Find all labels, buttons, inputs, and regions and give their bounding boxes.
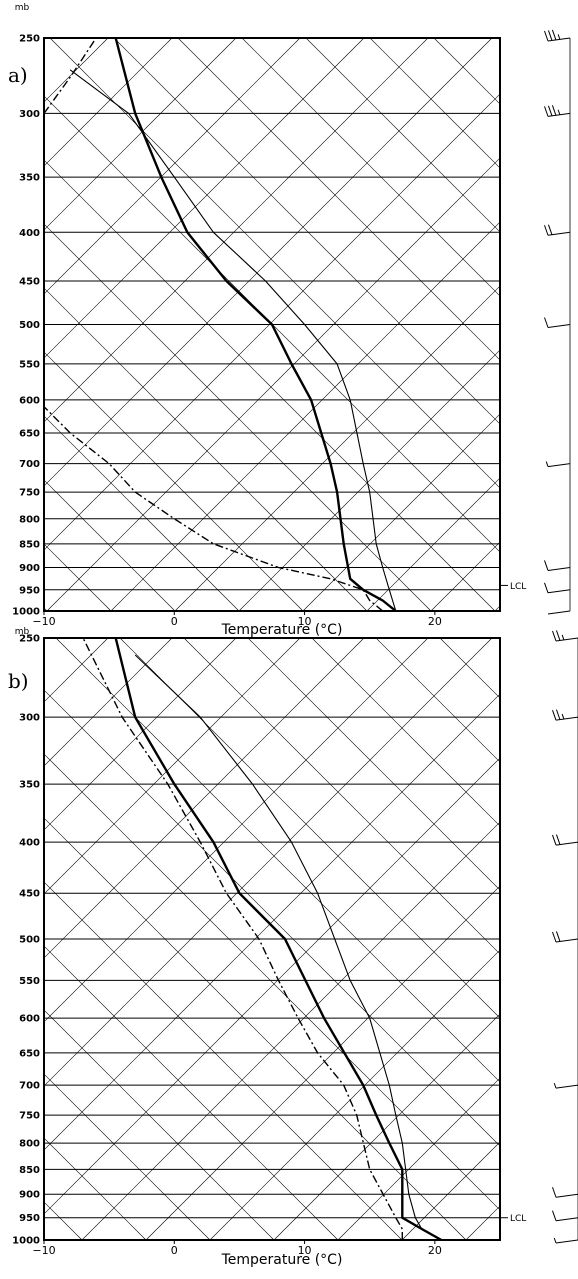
wind-barb-flag [555,931,561,942]
wind-barb-flag [552,1187,557,1198]
wind-barb-flag [547,224,553,235]
parcel-profile-line [69,69,397,611]
pressure-tick-label: 300 [19,713,40,724]
pressure-tick-label: 350 [19,780,40,791]
wind-barb-flag [544,317,549,328]
wind-barb [547,566,571,571]
pressure-tick-label: 650 [19,428,40,439]
pressure-tick-label: 450 [19,889,40,900]
pressure-unit-label: mb [15,627,30,637]
temperature-profile-line [114,38,397,611]
pressure-tick-label: 450 [19,276,40,287]
skewt-panel-a: 250 300 350 400 450 500 550 600 650 700 750 800 850 9… [8,3,571,638]
wind-barb [547,324,571,328]
wind-barb-flag [544,582,549,593]
wind-barb [547,610,571,615]
pressure-tick-label: 250 [19,634,40,645]
wind-barb-flag [544,560,549,571]
pressure-tick-label: 400 [19,838,40,849]
x-axis-label: Temperature (°C) [221,622,343,638]
wind-barb-flag [555,709,561,720]
temperature-tick-label: 10 [298,1244,312,1257]
pressure-tick-label: 700 [19,1081,40,1092]
pressure-tick-label: 600 [19,395,40,406]
wind-barb-flag [552,710,557,721]
wind-barb-column [552,630,578,1244]
pressure-tick-label: 500 [19,935,40,946]
pressure-tick-label: 550 [19,976,40,987]
wind-barb-flag [551,105,557,116]
temperature-tick-label: 0 [171,1244,178,1257]
wind-barb [555,1084,578,1089]
lcl-label: LCL [510,1214,526,1224]
wind-barb [547,589,571,594]
temperature-tick-label: 20 [428,615,442,628]
pressure-tick-label: 300 [19,109,40,120]
wind-barb-flag [544,225,549,236]
pressure-tick-label: 800 [19,1139,40,1150]
wind-barb-flag [544,106,549,117]
pressure-tick-label: 650 [19,1048,40,1059]
lcl-label: LCL [510,582,526,592]
dewpoint-profile-line [44,38,97,114]
wind-barb [555,1217,578,1222]
pressure-tick-label: 850 [19,539,40,550]
pressure-unit-label: mb [15,3,30,13]
wind-barb [547,463,571,468]
pressure-tick-label: 850 [19,1165,40,1176]
wind-barb-flag [561,634,565,641]
temperature-tick-label: −10 [32,1244,55,1257]
wind-barb-column [544,29,571,615]
x-axis-label: Temperature (°C) [221,1252,343,1268]
panel-label: a) [8,63,28,87]
pressure-tick-label: 950 [19,585,40,596]
temperature-tick-label: 20 [428,1244,442,1257]
wind-barb-flag [547,105,553,116]
pressure-tick-label: 250 [19,34,40,45]
pressure-tick-label: 400 [19,228,40,239]
wind-barb-flag [544,30,549,42]
pressure-tick-label: 750 [19,1111,40,1122]
wind-barb-flag [552,630,557,642]
wind-barb-flag [561,713,565,720]
pressure-tick-label: 900 [19,563,40,574]
pressure-tick-label: 1000 [12,607,40,618]
wind-barb-flag [552,1210,557,1221]
wind-barb-flag [553,1082,557,1089]
temperature-tick-label: 0 [171,615,178,628]
pressure-tick-label: 600 [19,1014,40,1025]
parcel-profile-line [134,654,442,1240]
wind-barb-flag [555,834,561,845]
wind-barb-flag [551,29,557,41]
temperature-profile-line [114,638,442,1240]
pressure-tick-label: 700 [19,459,40,470]
pressure-tick-label: 500 [19,320,40,331]
wind-barb-flag [557,109,561,115]
pressure-tick-label: 800 [19,514,40,525]
pressure-tick-label: 750 [19,488,40,499]
wind-barb-flag [552,834,557,846]
temperature-tick-label: 10 [298,615,312,628]
wind-barb [555,1239,578,1244]
wind-barb-flag [553,1237,557,1244]
wind-barb-flag [557,34,561,40]
wind-barb-flag [555,630,561,641]
skewt-panel-b: 250 300 350 400 450 500 550 600 650 700 750 800 850 9… [8,627,578,1268]
wind-barb-flag [547,30,553,41]
panel-label: b) [8,669,29,693]
pressure-tick-label: 550 [19,359,40,370]
pressure-tick-label: 1000 [12,1236,40,1247]
pressure-tick-label: 900 [19,1190,40,1201]
pressure-tick-label: 950 [19,1213,40,1224]
plot-frame [43,37,501,612]
wind-barb-flag [552,931,557,943]
temperature-tick-label: −10 [32,615,55,628]
pressure-tick-label: 350 [19,173,40,184]
plot-frame [43,637,501,1241]
wind-barb-flag [545,461,549,467]
wind-barb [555,1193,578,1198]
